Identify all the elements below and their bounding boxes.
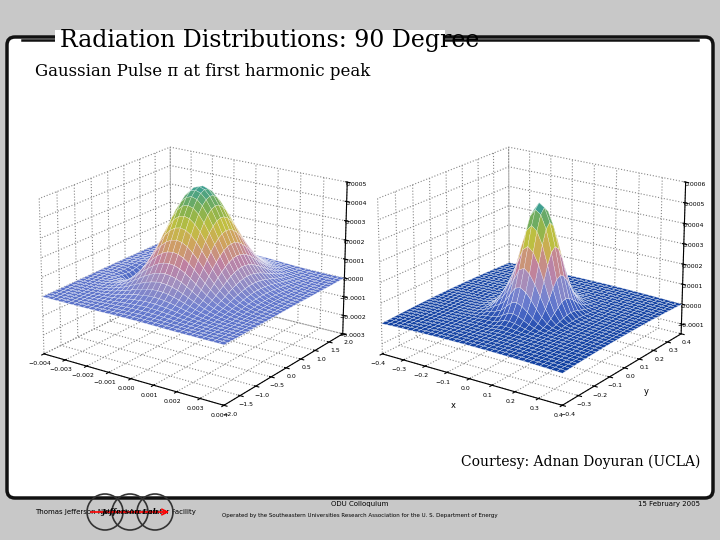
FancyBboxPatch shape [7,37,713,498]
FancyBboxPatch shape [55,30,445,48]
Text: Courtesy: Adnan Doyuran (UCLA): Courtesy: Adnan Doyuran (UCLA) [461,455,700,469]
Y-axis label: y: y [644,388,649,396]
Text: Operated by the Southeastern Universities Research Association for the U. S. Dep: Operated by the Southeastern Universitie… [222,514,498,518]
X-axis label: x: x [451,401,456,410]
Text: Gaussian Pulse π at first harmonic peak: Gaussian Pulse π at first harmonic peak [35,64,370,80]
Text: ODU Colloquium: ODU Colloquium [331,501,389,507]
Text: Radiation Distributions: 90 Degree: Radiation Distributions: 90 Degree [60,29,480,51]
Text: Thomas Jefferson National Accelerator Facility: Thomas Jefferson National Accelerator Fa… [35,509,196,515]
Text: 15 February 2005: 15 February 2005 [638,501,700,507]
Text: Jefferson Lab: Jefferson Lab [102,508,158,516]
